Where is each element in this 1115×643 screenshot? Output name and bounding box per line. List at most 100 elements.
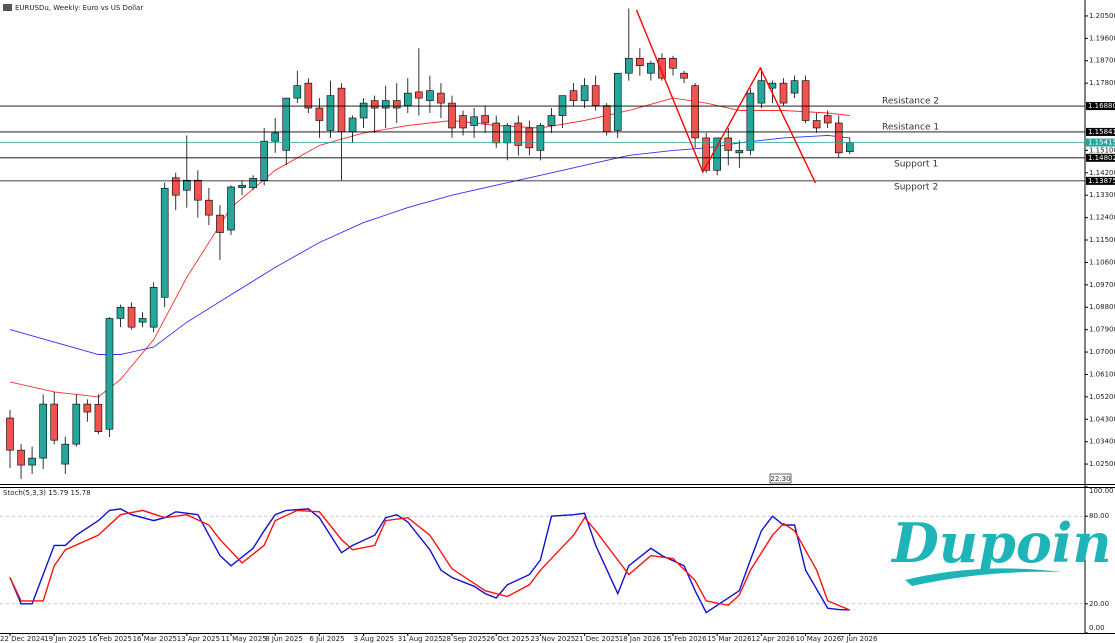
x-tick-label: 6 Jul 2025 (309, 635, 344, 643)
candle-body (691, 85, 699, 139)
candle-body (403, 92, 412, 106)
candle-body (602, 105, 611, 133)
time-box (769, 473, 792, 484)
x-tick-label: 13 Apr 2025 (177, 635, 220, 643)
candle-body (304, 82, 313, 109)
level-price-box (1086, 176, 1115, 185)
level-price-label: 1.13875 (1088, 177, 1115, 185)
candle-body (260, 140, 268, 181)
x-tick-label: 23 Nov 2025 (530, 635, 575, 643)
candle-body (624, 57, 633, 74)
candle-body (194, 179, 202, 201)
x-tick-label: 31 Aug 2025 (398, 635, 443, 643)
moving-average (9, 134, 850, 355)
candle-body (381, 100, 390, 109)
candle-body (39, 403, 47, 459)
candle-body (216, 214, 224, 233)
y-tick-label: 1.07000 (1089, 348, 1115, 356)
candle-body (735, 150, 744, 154)
candle-body (83, 403, 92, 413)
x-tick-label: 16 Feb 2025 (88, 635, 132, 643)
candle-body (669, 57, 677, 69)
y-tick-label: 1.08800 (1089, 303, 1115, 311)
x-tick-label: 8 Jun 2025 (265, 635, 303, 643)
candle-body (392, 100, 401, 109)
candle-body (160, 187, 169, 298)
symbol-icon (3, 4, 12, 11)
last-price-label: 1.15415 (1088, 139, 1115, 147)
candle-body (481, 115, 489, 124)
x-tick-label: 16 Mar 2025 (133, 635, 177, 643)
x-tick-label: 11 May 2025 (221, 635, 267, 643)
candle-body (293, 85, 302, 99)
moving-average (9, 97, 850, 398)
candle-body (647, 62, 655, 74)
candle-body (315, 107, 324, 121)
candle-body (503, 125, 512, 144)
y-tick-label: 1.07900 (1089, 326, 1115, 334)
y-tick-label: 1.20500 (1089, 12, 1115, 20)
candle-body (227, 186, 235, 231)
time-label: 22:30 (770, 475, 790, 483)
candle-body (514, 122, 523, 146)
y-tick-label: 80.00 (1089, 512, 1109, 520)
candle-body (790, 80, 799, 94)
level-name: Support 1 (894, 159, 938, 169)
last-price-box (1086, 138, 1115, 147)
y-tick-label: 1.19600 (1089, 34, 1115, 42)
x-tick-label: 18 Jan 2026 (619, 635, 662, 643)
level-name: Resistance 2 (882, 97, 939, 107)
candle-body (845, 142, 854, 152)
candle-body (437, 92, 445, 104)
x-tick-label: 15 Feb 2026 (663, 635, 707, 643)
candle-body (591, 85, 600, 106)
candle-body (558, 95, 567, 116)
candle-body (801, 80, 810, 121)
candle-body (238, 184, 246, 189)
y-tick-label: 20.00 (1089, 600, 1109, 608)
y-tick-label: 1.15100 (1089, 146, 1115, 154)
candle-body (658, 57, 666, 79)
candle-body (61, 443, 70, 465)
x-tick-label: 28 Sep 2025 (442, 635, 486, 643)
x-tick-label: 10 May 2026 (796, 635, 842, 643)
candle-body (525, 127, 534, 149)
y-tick-label: 1.18700 (1089, 57, 1115, 65)
pattern-line (635, 9, 817, 184)
candle-body (426, 90, 434, 101)
level-name: Support 2 (894, 182, 938, 192)
candle-body (757, 80, 766, 104)
candle-body (580, 85, 589, 101)
candle-body (459, 115, 467, 129)
candle-body (282, 97, 291, 151)
candle-body (370, 100, 379, 109)
candle-body (359, 102, 368, 119)
x-tick-label: 7 Jun 2026 (840, 635, 878, 643)
stoch-title: Stoch(5,3,3) 15.79 15.78 (3, 489, 91, 497)
candle-body (28, 457, 36, 466)
level-name: Resistance 1 (882, 122, 939, 132)
candle-body (680, 72, 688, 79)
candle-body (116, 306, 125, 319)
candle-body (713, 137, 722, 171)
candle-body (536, 125, 545, 151)
candle-body (149, 287, 158, 328)
y-tick-label: 1.14200 (1089, 169, 1115, 177)
candle-body (337, 87, 346, 133)
candle-body (724, 137, 733, 151)
candle-body (348, 117, 357, 133)
candle-body (569, 90, 578, 101)
candle-body (779, 82, 788, 104)
x-tick-label: 12 Apr 2026 (751, 635, 795, 643)
level-price-label: 1.16880 (1088, 102, 1115, 110)
candle-body (138, 318, 147, 323)
y-tick-label: 1.11500 (1089, 236, 1115, 244)
candle-body (205, 199, 213, 216)
candle-body (613, 72, 622, 131)
brand-logo: Dupoin (890, 511, 1112, 575)
candle-body (171, 177, 180, 196)
candle-body (812, 120, 821, 129)
y-tick-label: 1.02500 (1089, 460, 1115, 468)
candle-body (823, 115, 832, 124)
